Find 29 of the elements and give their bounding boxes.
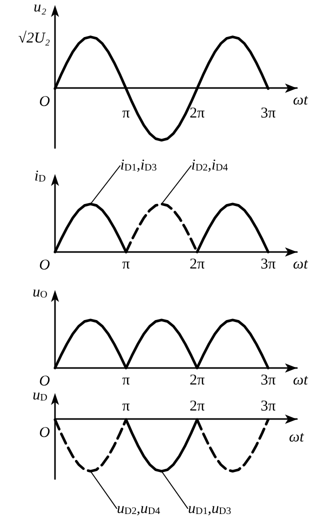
x-tick-label: π <box>122 398 130 414</box>
y-axis-title: iD <box>34 168 46 184</box>
y-axis-title: uD <box>32 387 48 404</box>
x-tick-label: 2π <box>190 372 206 388</box>
x-tick-label: 3π <box>260 398 276 414</box>
x-tick-label: π <box>122 106 130 122</box>
text: iD2,iD4 <box>191 157 228 174</box>
x-tick-label: 2π <box>190 256 206 272</box>
x-tick-label: π <box>122 372 130 388</box>
x-tick-label: π <box>122 256 130 272</box>
x-axis-title: ωt <box>293 92 309 109</box>
x-tick-label: 2π <box>190 398 206 414</box>
x-tick-label: 2π <box>190 106 206 122</box>
text: O <box>39 424 50 441</box>
y-axis-title: u₂ <box>34 0 46 16</box>
x-tick-label: 3π <box>260 372 276 388</box>
x-tick-label: 3π <box>260 256 276 272</box>
text: O <box>39 373 50 390</box>
text: O <box>39 257 50 274</box>
x-axis-title: ωt <box>289 429 305 446</box>
text: O <box>39 94 50 110</box>
x-axis-title: ωt <box>293 372 309 388</box>
text: uD2,uD4 <box>116 500 160 517</box>
y-axis-title: uO <box>32 284 48 300</box>
text: iD1,iD3 <box>120 157 157 174</box>
text: uD1,uD3 <box>188 500 232 517</box>
text: √2U₂ <box>18 30 50 46</box>
x-axis-title: ωt <box>293 256 309 272</box>
x-tick-label: 3π <box>260 106 276 122</box>
